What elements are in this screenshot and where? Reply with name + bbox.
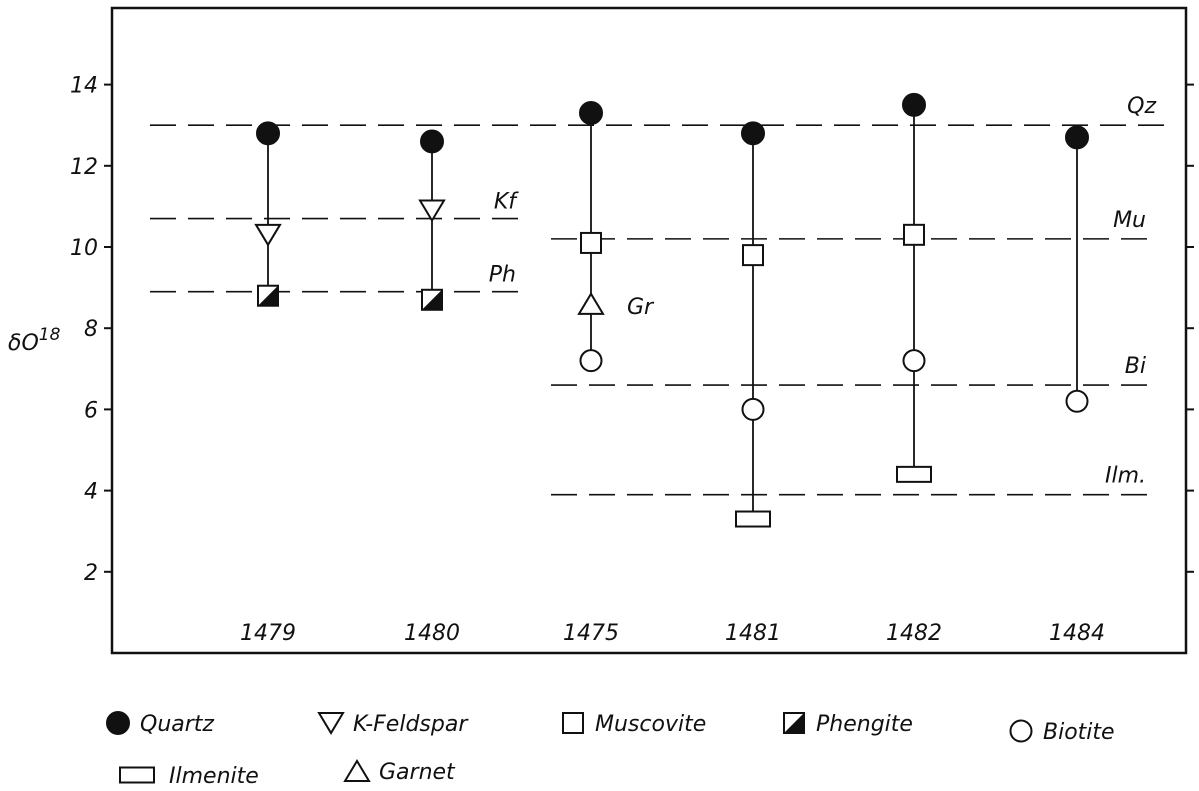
- biotite-circle: [579, 349, 603, 373]
- quartz-dot: [579, 101, 603, 126]
- biotite-circle: [902, 349, 926, 373]
- biotite-circle: [1009, 719, 1033, 743]
- quartz-dot: [106, 711, 130, 735]
- legend-symbol-muscovite: [562, 712, 584, 734]
- ref-label-mu: Mu: [1113, 208, 1146, 233]
- point-1480-k-feldspar: [418, 199, 446, 223]
- legend-item-k-feldspar: K-Feldspar: [317, 712, 469, 737]
- point-1481-biotite: [741, 397, 765, 421]
- point-1475-garnet: [577, 291, 605, 315]
- point-1481-muscovite: [742, 244, 764, 267]
- sample-stems: [267, 104, 1078, 520]
- legend-item-phengite: Phengite: [783, 712, 913, 737]
- k-feldspar-triangle: [254, 223, 282, 247]
- ref-label-qz: Qz: [1127, 94, 1156, 119]
- quartz-dot: [256, 121, 280, 146]
- ref-label-gr: Gr: [627, 295, 655, 320]
- legend-label-garnet: Garnet: [379, 760, 456, 785]
- k-feldspar-triangle: [317, 712, 345, 735]
- y-tick-label-6: 6: [84, 398, 98, 423]
- sample-label-1475: 1475: [563, 621, 619, 646]
- legend-label-k-feldspar: K-Feldspar: [353, 712, 469, 737]
- quartz-dot: [741, 121, 765, 146]
- phengite-half-fill: [258, 285, 278, 306]
- sample-label-1479: 1479: [240, 621, 296, 646]
- point-1484-quartz: [1065, 125, 1089, 150]
- legend-symbol-biotite: [1009, 719, 1033, 743]
- biotite-circle: [1065, 389, 1089, 413]
- point-1481-ilmenite: [735, 510, 771, 528]
- ref-label-kf: Kf: [494, 190, 519, 215]
- legend-item-quartz: Quartz: [106, 711, 214, 737]
- ilmenite-rectangle: [119, 766, 155, 784]
- point-1482-quartz: [902, 92, 926, 117]
- muscovite-square: [742, 244, 764, 267]
- point-1480-quartz: [420, 129, 444, 154]
- y-tick-label-8: 8: [84, 317, 98, 342]
- point-1479-quartz: [256, 121, 280, 146]
- sample-label-1481: 1481: [725, 621, 781, 646]
- legend-item-muscovite: Muscovite: [562, 712, 706, 737]
- y-tick-label-2: 2: [84, 561, 98, 586]
- legend-symbol-k-feldspar: [317, 712, 345, 735]
- ref-label-ilm: Ilm.: [1105, 464, 1146, 489]
- legend-item-biotite: Biotite: [1009, 719, 1115, 745]
- sample-label-1484: 1484: [1049, 621, 1105, 646]
- muscovite-square: [580, 231, 602, 254]
- sample-label-1480: 1480: [404, 621, 460, 646]
- data-markers: [254, 92, 1089, 528]
- legend-label-ilmenite: Ilmenite: [169, 764, 259, 789]
- muscovite-square: [562, 712, 584, 734]
- plot-frame: [110, 6, 1188, 655]
- y-axis-label: δO18: [8, 325, 61, 356]
- quartz-dot: [420, 129, 444, 154]
- legend-label-quartz: Quartz: [140, 712, 214, 737]
- muscovite-square: [903, 223, 925, 246]
- ref-label-bi: Bi: [1125, 354, 1146, 379]
- ilmenite-rectangle: [896, 465, 932, 483]
- legend-symbol-quartz: [106, 711, 130, 735]
- y-axis-label-superscript: 18: [39, 325, 61, 345]
- y-axis-label-base: δO: [8, 331, 39, 356]
- point-1479-k-feldspar: [254, 223, 282, 247]
- reference-lines: Qz Kf Ph Mu Gr Bi Ilm.: [150, 94, 1176, 496]
- legend-symbol-garnet: [343, 759, 371, 782]
- point-1475-quartz: [579, 101, 603, 126]
- point-1482-muscovite: [903, 223, 925, 246]
- quartz-dot: [1065, 125, 1089, 150]
- y-axis: 2 4 6 8 10 12 14: [70, 74, 1194, 586]
- garnet-triangle: [343, 759, 371, 782]
- quartz-dot: [902, 92, 926, 117]
- legend-symbol-phengite: [783, 712, 805, 734]
- y-tick-label-10: 10: [70, 236, 98, 261]
- point-1482-biotite: [902, 349, 926, 373]
- y-tick-label-14: 14: [70, 74, 98, 99]
- point-1475-muscovite: [580, 231, 602, 254]
- point-1484-biotite: [1065, 389, 1089, 413]
- point-1475-biotite: [579, 349, 603, 373]
- ilmenite-rectangle: [735, 510, 771, 528]
- garnet-triangle: [577, 291, 605, 315]
- k-feldspar-triangle: [418, 199, 446, 223]
- point-1479-phengite: [257, 284, 279, 307]
- legend-item-ilmenite: Ilmenite: [119, 764, 259, 789]
- sample-labels: 1479 1480 1475 1481 1482 1484: [240, 621, 1105, 646]
- sample-label-1482: 1482: [886, 621, 942, 646]
- phengite-half-fill: [422, 289, 442, 310]
- legend-label-biotite: Biotite: [1043, 720, 1115, 745]
- y-tick-label-12: 12: [70, 155, 98, 180]
- legend-label-muscovite: Muscovite: [595, 712, 706, 737]
- biotite-circle: [741, 397, 765, 421]
- legend-symbol-ilmenite: [119, 766, 155, 784]
- legend-label-phengite: Phengite: [816, 712, 913, 737]
- ref-label-ph: Ph: [489, 263, 516, 288]
- legend-item-garnet: Garnet: [343, 759, 456, 785]
- point-1480-phengite: [421, 288, 443, 311]
- legend: Quartz K-Feldspar Muscovite Phengite Biotite…: [106, 711, 1115, 789]
- point-1481-quartz: [741, 121, 765, 146]
- phengite-half-fill: [784, 713, 804, 733]
- point-1482-ilmenite: [896, 465, 932, 483]
- y-tick-label-4: 4: [84, 480, 98, 505]
